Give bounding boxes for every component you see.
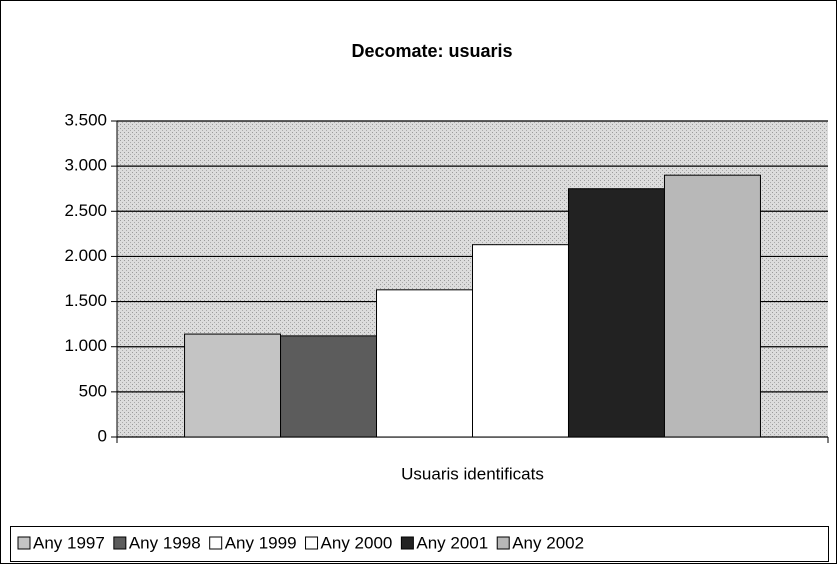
y-tick-label: 2.000: [64, 246, 107, 265]
bar: [663, 174, 761, 438]
legend-swatch: [496, 536, 510, 550]
bar: [184, 333, 282, 438]
legend-swatch: [305, 536, 319, 550]
legend-label: Any 2001: [416, 533, 488, 552]
legend-swatch: [209, 536, 223, 550]
legend-swatch: [17, 536, 31, 550]
bar: [376, 289, 474, 438]
y-tick-label: 2.500: [64, 201, 107, 220]
legend-label: Any 1998: [129, 533, 201, 552]
y-tick-label: 1.000: [64, 336, 107, 355]
legend-swatch: [400, 536, 414, 550]
legend-label: Any 1999: [225, 533, 297, 552]
y-tick-label: 3.500: [64, 110, 107, 129]
bar: [567, 188, 665, 438]
y-tick-label: 1.500: [64, 291, 107, 310]
chart-title: Decomate: usuaris: [351, 41, 512, 61]
y-tick-label: 3.000: [64, 156, 107, 175]
bar: [472, 244, 569, 438]
legend-box: [10, 526, 829, 562]
legend-label: Any 1997: [33, 533, 105, 552]
y-tick-label: 500: [79, 381, 107, 400]
legend-label: Any 2002: [512, 533, 584, 552]
x-tick-label: Usuaris identificats: [401, 464, 544, 483]
legend-swatch: [113, 536, 127, 550]
bar: [280, 335, 378, 438]
y-tick-label: 0: [98, 426, 107, 445]
legend-label: Any 2000: [321, 533, 393, 552]
